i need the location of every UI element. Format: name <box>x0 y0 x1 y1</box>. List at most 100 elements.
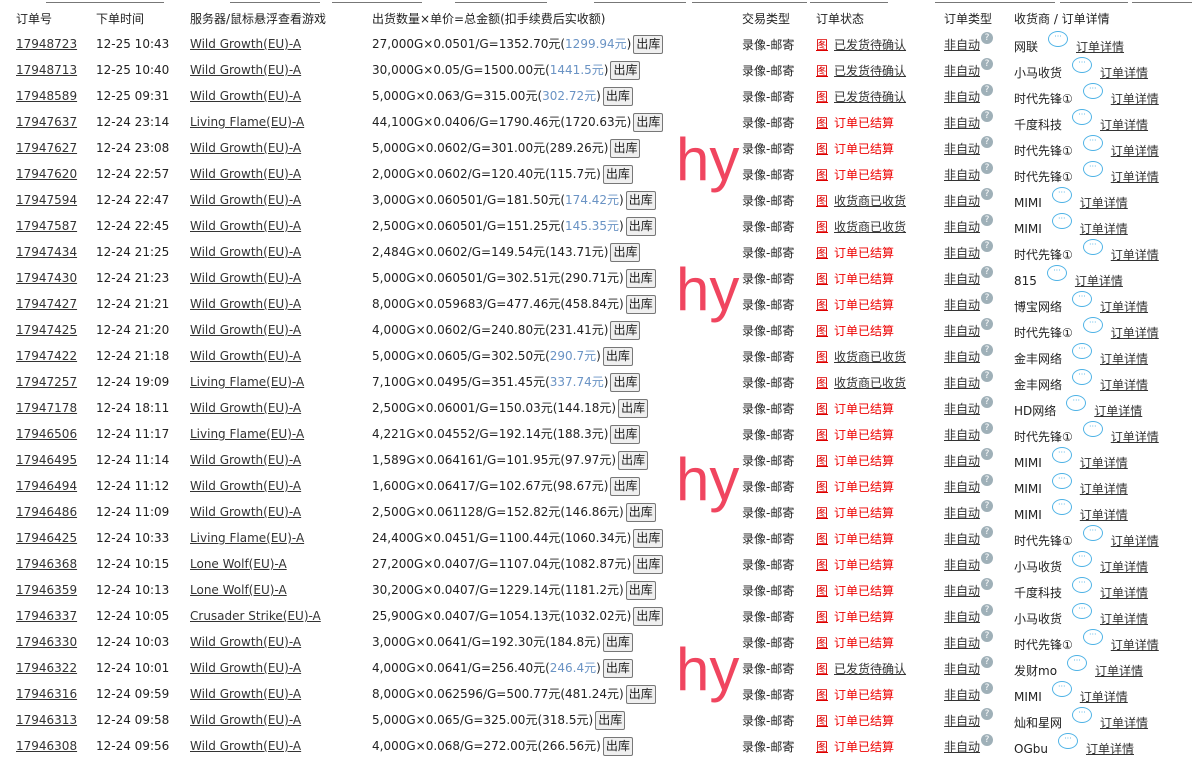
help-icon[interactable]: ? <box>981 317 994 330</box>
order-detail-link[interactable]: 订单详情 <box>1079 455 1128 470</box>
ship-button[interactable]: 出库 <box>625 502 656 522</box>
order-type-link[interactable]: 非自动 <box>944 401 981 416</box>
order-type-link[interactable]: 非自动 <box>944 427 981 442</box>
order-id-link[interactable]: 17948723 <box>16 37 78 51</box>
server-link[interactable]: Wild Growth(EU)-A <box>190 297 302 311</box>
server-link[interactable]: Living Flame(EU)-A <box>190 531 305 545</box>
ship-button[interactable]: 出库 <box>625 216 656 236</box>
ship-button[interactable]: 出库 <box>618 398 649 418</box>
order-detail-link[interactable]: 订单详情 <box>1110 143 1159 158</box>
help-icon[interactable]: ? <box>981 161 994 174</box>
server-link[interactable]: Wild Growth(EU)-A <box>190 505 302 519</box>
filter-input[interactable] <box>332 0 422 3</box>
server-link[interactable]: Wild Growth(EU)-A <box>190 89 302 103</box>
chat-bubble-icon[interactable]: ··· <box>1051 212 1072 229</box>
order-type-link[interactable]: 非自动 <box>944 739 981 754</box>
server-link[interactable]: Lone Wolf(EU)-A <box>190 557 287 571</box>
image-icon[interactable]: 图 <box>816 687 829 702</box>
server-link[interactable]: Wild Growth(EU)-A <box>190 219 302 233</box>
order-id-link[interactable]: 17946359 <box>16 583 78 597</box>
help-icon[interactable]: ? <box>981 135 994 148</box>
image-icon[interactable]: 图 <box>816 349 829 364</box>
order-detail-link[interactable]: 订单详情 <box>1110 637 1159 652</box>
ship-button[interactable]: 出库 <box>625 684 656 704</box>
order-type-link[interactable]: 非自动 <box>944 323 981 338</box>
help-icon[interactable]: ? <box>981 213 994 226</box>
chat-bubble-icon[interactable]: ··· <box>1072 108 1093 125</box>
order-id-link[interactable]: 17947594 <box>16 193 78 207</box>
order-status[interactable]: 已发货待确认 <box>834 63 907 78</box>
order-id-link[interactable]: 17947422 <box>16 349 78 363</box>
chat-bubble-icon[interactable]: ··· <box>1082 524 1103 541</box>
help-icon[interactable]: ? <box>981 395 994 408</box>
order-detail-link[interactable]: 订单详情 <box>1110 429 1159 444</box>
ship-button[interactable]: 出库 <box>633 606 664 626</box>
help-icon[interactable]: ? <box>981 369 994 382</box>
image-icon[interactable]: 图 <box>816 505 829 520</box>
order-id-link[interactable]: 17946425 <box>16 531 78 545</box>
help-icon[interactable]: ? <box>981 525 994 538</box>
order-status[interactable]: 收货商已收货 <box>834 349 907 364</box>
order-id-link[interactable]: 17947587 <box>16 219 78 233</box>
server-link[interactable]: Wild Growth(EU)-A <box>190 479 302 493</box>
ship-button[interactable]: 出库 <box>610 138 641 158</box>
ship-button[interactable]: 出库 <box>618 450 649 470</box>
order-id-link[interactable]: 17946368 <box>16 557 78 571</box>
server-link[interactable]: Wild Growth(EU)-A <box>190 271 302 285</box>
filter-input[interactable] <box>594 0 686 3</box>
order-type-link[interactable]: 非自动 <box>944 297 981 312</box>
chat-bubble-icon[interactable]: ··· <box>1072 706 1093 723</box>
ship-button[interactable]: 出库 <box>633 112 664 132</box>
order-type-link[interactable]: 非自动 <box>944 583 981 598</box>
image-icon[interactable]: 图 <box>816 297 829 312</box>
help-icon[interactable]: ? <box>981 239 994 252</box>
ship-button[interactable]: 出库 <box>610 372 641 392</box>
help-icon[interactable]: ? <box>981 57 994 70</box>
order-id-link[interactable]: 17946506 <box>16 427 78 441</box>
order-detail-link[interactable]: 订单详情 <box>1100 611 1149 626</box>
order-detail-link[interactable]: 订单详情 <box>1079 195 1128 210</box>
chat-bubble-icon[interactable]: ··· <box>1066 394 1087 411</box>
order-type-link[interactable]: 非自动 <box>944 505 981 520</box>
ship-button[interactable]: 出库 <box>602 164 633 184</box>
image-icon[interactable]: 图 <box>816 739 829 754</box>
order-type-link[interactable]: 非自动 <box>944 89 981 104</box>
order-type-link[interactable]: 非自动 <box>944 167 981 182</box>
ship-button[interactable]: 出库 <box>633 528 664 548</box>
chat-bubble-icon[interactable]: ··· <box>1082 316 1103 333</box>
order-status[interactable]: 已发货待确认 <box>834 661 907 676</box>
chat-bubble-icon[interactable]: ··· <box>1072 368 1093 385</box>
filter-input[interactable] <box>810 0 888 3</box>
help-icon[interactable]: ? <box>981 447 994 460</box>
order-status[interactable]: 收货商已收货 <box>834 219 907 234</box>
help-icon[interactable]: ? <box>981 473 994 486</box>
order-detail-link[interactable]: 订单详情 <box>1094 403 1143 418</box>
order-type-link[interactable]: 非自动 <box>944 661 981 676</box>
ship-button[interactable]: 出库 <box>602 86 633 106</box>
order-type-link[interactable]: 非自动 <box>944 713 981 728</box>
server-link[interactable]: Wild Growth(EU)-A <box>190 245 302 259</box>
order-type-link[interactable]: 非自动 <box>944 271 981 286</box>
ship-button[interactable]: 出库 <box>602 736 633 756</box>
order-id-link[interactable]: 17947637 <box>16 115 78 129</box>
order-type-link[interactable]: 非自动 <box>944 609 981 624</box>
order-detail-link[interactable]: 订单详情 <box>1110 533 1159 548</box>
ship-button[interactable]: 出库 <box>633 554 664 574</box>
server-link[interactable]: Wild Growth(EU)-A <box>190 349 302 363</box>
filter-input[interactable] <box>230 0 320 3</box>
image-icon[interactable]: 图 <box>816 193 829 208</box>
ship-button[interactable]: 出库 <box>633 34 664 54</box>
ship-button[interactable]: 出库 <box>610 476 641 496</box>
help-icon[interactable]: ? <box>981 31 994 44</box>
image-icon[interactable]: 图 <box>816 141 829 156</box>
chat-bubble-icon[interactable]: ··· <box>1051 680 1072 697</box>
order-id-link[interactable]: 17946494 <box>16 479 78 493</box>
image-icon[interactable]: 图 <box>816 531 829 546</box>
order-status[interactable]: 收货商已收货 <box>834 193 907 208</box>
order-id-link[interactable]: 17946316 <box>16 687 78 701</box>
order-type-link[interactable]: 非自动 <box>944 37 981 52</box>
order-status[interactable]: 已发货待确认 <box>834 37 907 52</box>
help-icon[interactable]: ? <box>981 655 994 668</box>
order-detail-link[interactable]: 订单详情 <box>1074 273 1123 288</box>
order-detail-link[interactable]: 订单详情 <box>1079 689 1128 704</box>
